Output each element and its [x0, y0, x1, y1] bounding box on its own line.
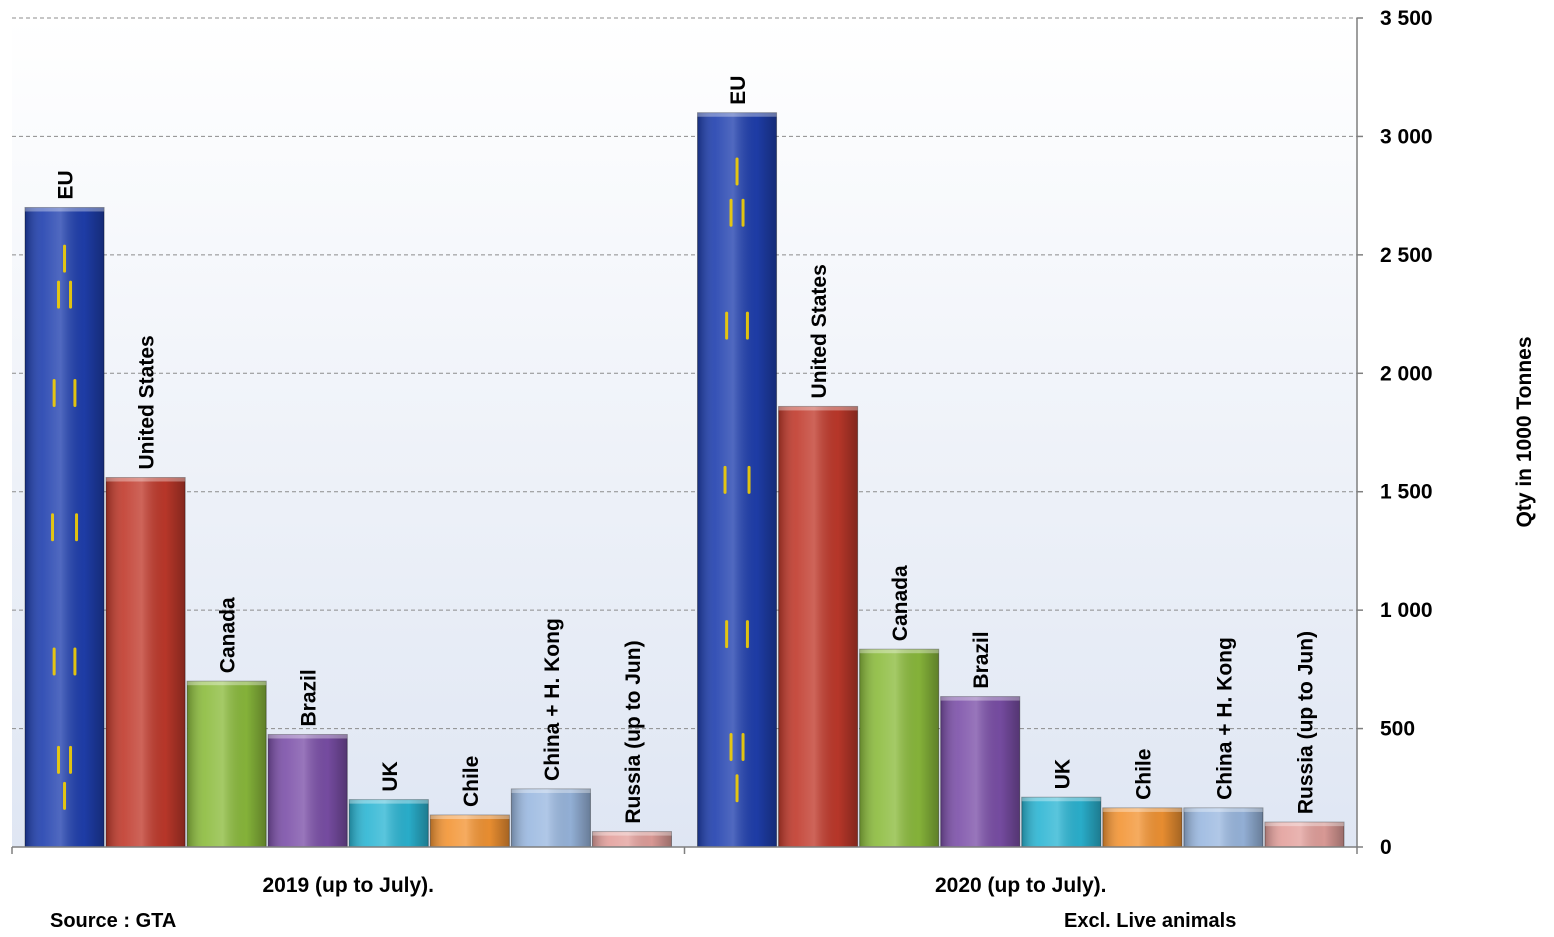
bar-shading — [592, 831, 672, 847]
bar-shading — [106, 477, 186, 847]
y-tick-label: 3 000 — [1380, 125, 1433, 148]
bar-top-highlight — [187, 681, 267, 686]
bar-series-label: Canada — [217, 597, 240, 673]
eu-star-mark — [69, 280, 73, 309]
eu-star-mark — [73, 378, 77, 407]
bar-top-highlight — [511, 788, 591, 793]
eu-star-mark — [741, 732, 745, 761]
bar-labels: EU United States Canada Brazil UK Chile China … — [55, 76, 1318, 824]
eu-star-mark — [741, 198, 745, 227]
bar-top-highlight — [859, 649, 939, 654]
bar-series-label: Russia (up to Jun) — [1294, 631, 1317, 814]
eu-star-mark — [57, 280, 61, 309]
x-category-labels: 2019 (up to July). 2020 (up to July). — [262, 874, 1106, 897]
bar-series-label: Brazil — [970, 631, 993, 688]
bar-series-label: China + H. Kong — [541, 618, 564, 781]
bar-shading — [1102, 807, 1182, 847]
eu-star-mark — [723, 465, 727, 494]
bar-top-highlight — [349, 799, 429, 804]
bar-top-highlight — [430, 815, 510, 820]
bar-shading — [430, 815, 510, 847]
y-tick-label: 2 500 — [1380, 244, 1433, 267]
bar-top-highlight — [592, 831, 672, 836]
eu-star-mark — [725, 620, 729, 649]
eu-star-mark — [69, 745, 73, 774]
bar-top-highlight — [697, 112, 777, 117]
eu-star-mark — [745, 620, 749, 649]
bar-top-highlight — [778, 406, 858, 411]
y-tick-label: 1 500 — [1380, 481, 1433, 504]
eu-star-mark — [747, 465, 751, 494]
eu-star-mark — [63, 781, 67, 810]
axes — [11, 17, 1363, 854]
bar-top-highlight — [1264, 822, 1344, 827]
bar-shading — [25, 207, 105, 847]
bar-series-label: Chile — [1132, 749, 1155, 800]
bar-top-highlight — [1102, 807, 1182, 812]
exclusion-note: Excl. Live animals — [1064, 910, 1237, 932]
eu-star-mark — [52, 647, 56, 676]
bar-series-label: Russia (up to Jun) — [622, 640, 645, 823]
bar-shading — [859, 649, 939, 847]
x-category-label: 2019 (up to July). — [262, 874, 434, 897]
bar-top-highlight — [1021, 797, 1101, 802]
y-tick-label: 2 000 — [1380, 362, 1433, 385]
bar-series-label: United States — [808, 264, 831, 398]
bars — [24, 112, 1345, 848]
x-category-label: 2020 (up to July). — [935, 874, 1107, 897]
eu-star-mark — [745, 311, 749, 340]
bar-shading — [1021, 797, 1101, 847]
bar-series-label: Canada — [889, 565, 912, 641]
bar-top-highlight — [268, 734, 348, 739]
bar-top-highlight — [106, 477, 186, 482]
bar-shading — [268, 734, 348, 847]
eu-star-mark — [52, 378, 56, 407]
bar-shading — [349, 799, 429, 847]
bar-series-label: UK — [379, 761, 402, 791]
eu-star-mark — [51, 513, 55, 542]
y-tick-label: 500 — [1380, 718, 1415, 741]
bar-top-highlight — [940, 696, 1020, 701]
bar-series-label: Chile — [460, 756, 483, 807]
eu-star-mark — [729, 198, 733, 227]
bar-series-label: EU — [55, 170, 78, 199]
bar-top-highlight — [25, 207, 105, 212]
bar-shading — [940, 696, 1020, 847]
eu-star-mark — [725, 311, 729, 340]
bar-series-label: United States — [136, 335, 159, 469]
bar-shading — [1183, 807, 1263, 847]
bar-top-highlight — [1183, 807, 1263, 812]
eu-star-mark — [75, 513, 79, 542]
eu-star-mark — [735, 157, 739, 186]
eu-star-mark — [57, 745, 61, 774]
bar-shading — [511, 788, 591, 847]
eu-star-mark — [63, 244, 67, 273]
y-tick-label: 1 000 — [1380, 599, 1433, 622]
y-tick-labels: 0 500 1 000 1 500 2 000 2 500 3 000 3 500 — [1380, 7, 1433, 859]
bar-shading — [1264, 822, 1344, 847]
y-tick-label: 0 — [1380, 836, 1392, 859]
bar-shading — [187, 681, 267, 847]
bar-series-label: China + H. Kong — [1213, 637, 1236, 800]
bar-shading — [778, 406, 858, 847]
eu-star-mark — [73, 647, 77, 676]
y-axis-label: Qty in 1000 Tonnes — [1513, 337, 1536, 528]
source-note: Source : GTA — [50, 910, 177, 932]
eu-star-mark — [735, 774, 739, 803]
y-tick-label: 3 500 — [1380, 7, 1433, 30]
bar-series-label: UK — [1051, 759, 1074, 789]
bar-series-label: Brazil — [298, 669, 321, 726]
bar-shading — [697, 112, 777, 847]
bar-series-label: EU — [727, 76, 750, 105]
eu-star-mark — [729, 732, 733, 761]
